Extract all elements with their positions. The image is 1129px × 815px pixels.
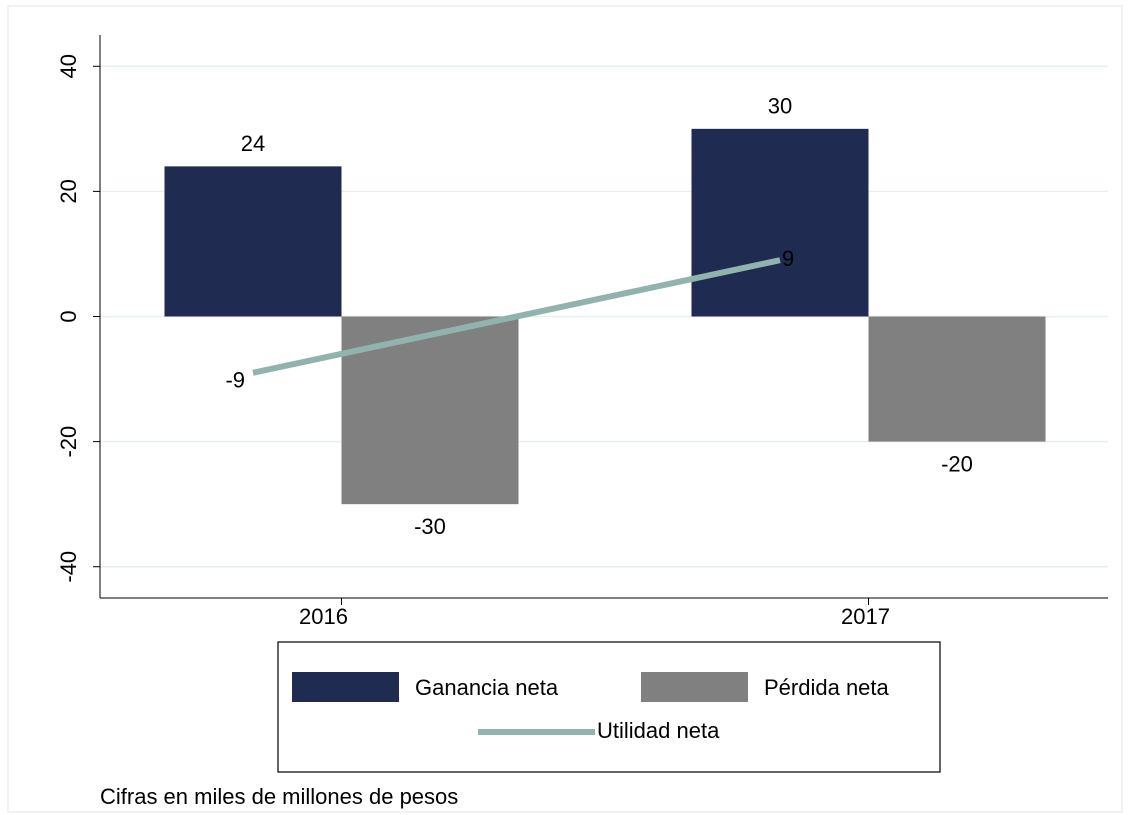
line	[252, 257, 781, 376]
line-label: -9	[225, 368, 245, 393]
legend-label: Ganancia neta	[415, 675, 559, 700]
y-tick-label: 40	[56, 54, 81, 78]
y-tick-label: 0	[56, 310, 81, 322]
bar-label: 30	[768, 94, 792, 119]
bar-label: -20	[941, 451, 973, 476]
bar-label: 24	[241, 131, 265, 156]
y-tick-label: -40	[56, 551, 81, 583]
y-tick-label: -20	[56, 426, 81, 458]
x-tick-label: 2016	[299, 604, 348, 629]
bar	[341, 316, 519, 505]
frame	[7, 5, 1123, 813]
legend-swatch	[641, 672, 748, 702]
x-tick-label: 2017	[841, 604, 890, 629]
legend-box	[277, 641, 941, 773]
bar	[164, 166, 342, 317]
y-tick-label: 20	[56, 179, 81, 203]
legend-label: Utilidad neta	[597, 718, 720, 743]
legend-label: Pérdida neta	[764, 675, 890, 700]
note: Cifras en miles de millones de pesos	[100, 784, 458, 809]
bar-label: -30	[414, 514, 446, 539]
legend-swatch	[292, 672, 399, 702]
bar	[868, 316, 1046, 442]
bar	[691, 128, 869, 317]
line-label: 9	[782, 246, 794, 271]
